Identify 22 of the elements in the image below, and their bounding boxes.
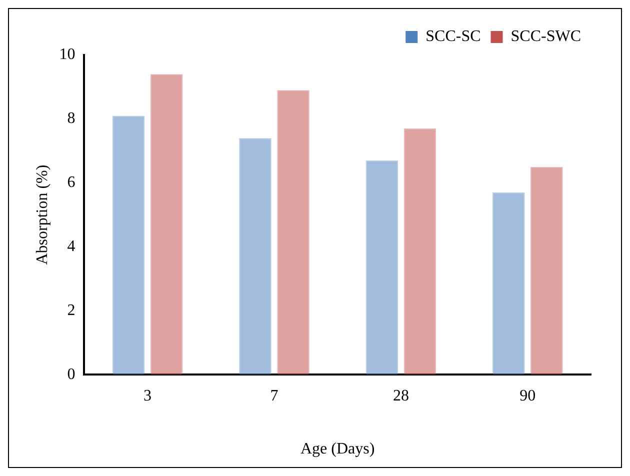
y-tick-label: 6 — [67, 174, 76, 192]
bar — [366, 160, 398, 375]
bar — [530, 166, 563, 375]
y-tick-label: 4 — [67, 238, 76, 255]
bar — [277, 90, 310, 375]
y-tick-label: 2 — [67, 302, 76, 319]
legend-label: SCC-SC — [426, 28, 481, 46]
bar — [239, 138, 272, 375]
y-tick-label: 0 — [67, 366, 76, 383]
bar — [404, 128, 436, 375]
x-tick-label: 7 — [270, 387, 278, 404]
x-tick-label: 90 — [520, 387, 536, 404]
x-tick-label: 28 — [392, 387, 409, 404]
y-tick-label: 8 — [67, 110, 76, 128]
x-tick-label: 3 — [144, 387, 152, 404]
x-axis-title: Age (Days) — [300, 440, 375, 458]
y-axis-title: Absorption (%) — [34, 164, 51, 265]
legend-label: SCC-SWC — [510, 28, 582, 46]
bar — [492, 192, 525, 375]
y-tick-label: 10 — [59, 46, 76, 64]
bar — [112, 116, 145, 375]
bar — [150, 74, 183, 375]
